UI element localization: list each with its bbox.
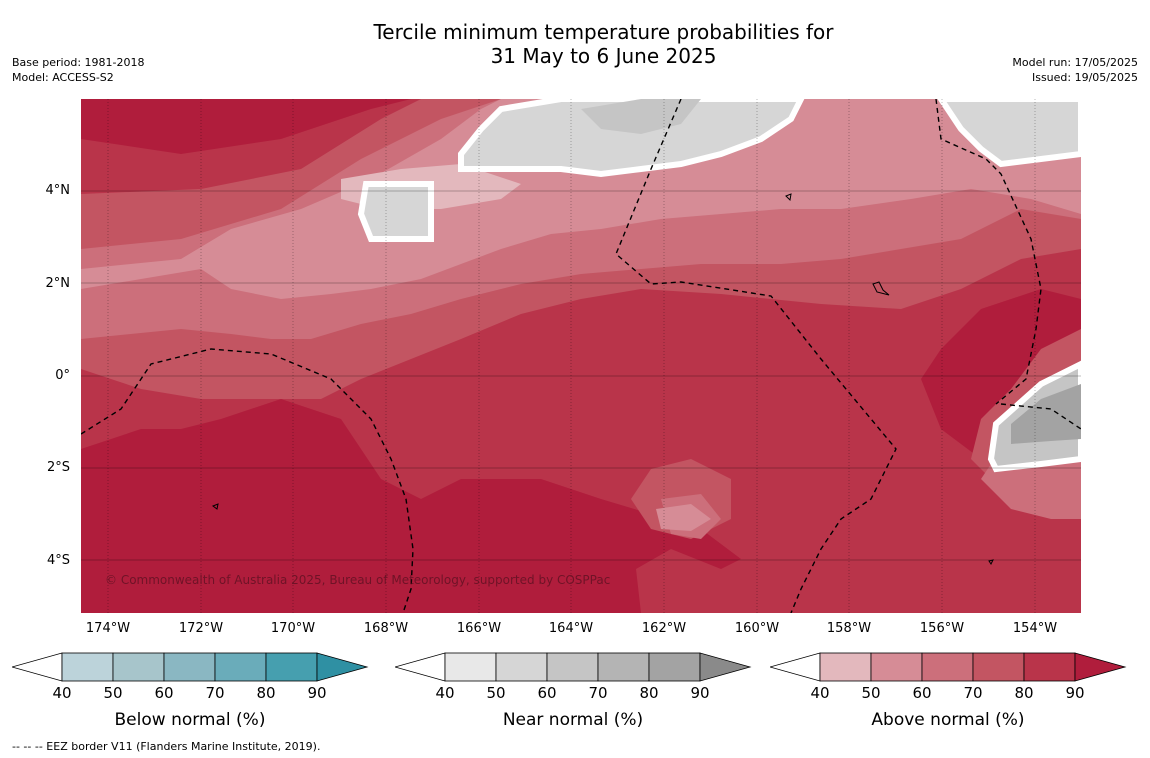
above-normal-colorbar-tick: 50 — [861, 684, 881, 702]
above-normal-colorbar-segment — [870, 652, 923, 682]
region-near-normal-ne — [937, 99, 1081, 168]
below-normal-colorbar-max-extend — [316, 652, 369, 682]
region-above-50-south — [656, 504, 711, 531]
probability-map — [81, 99, 1081, 613]
lon-label-166w: 166°W — [456, 621, 502, 636]
above-normal-colorbar-tick: 80 — [1014, 684, 1034, 702]
below-normal-colorbar-segment — [61, 652, 114, 682]
lat-label-2n: 2°N — [45, 276, 71, 291]
below-normal-colorbar-tick: 90 — [307, 684, 327, 702]
map-canvas — [81, 99, 1081, 613]
below-normal-colorbar-min-extend — [12, 652, 63, 682]
below-normal-colorbar-segment — [265, 652, 318, 682]
model-run-text: Model run: 17/05/2025 — [1012, 56, 1138, 69]
above-normal-colorbar-segment — [1023, 652, 1076, 682]
below-normal-colorbar-segment — [163, 652, 216, 682]
near-normal-colorbar-segment — [648, 652, 701, 682]
region-near-normal-north-dark — [581, 99, 701, 134]
above-normal-colorbar — [770, 652, 1127, 682]
below-normal-colorbar-title: Below normal (%) — [114, 710, 266, 730]
near-normal-colorbar-tick: 70 — [588, 684, 608, 702]
near-normal-colorbar-tick: 90 — [690, 684, 710, 702]
near-normal-colorbar-tick: 50 — [486, 684, 506, 702]
copyright-notice: © Commonwealth of Australia 2025, Bureau… — [105, 573, 611, 587]
region-near-normal-north — [458, 99, 805, 178]
lat-label-4s: 4°S — [46, 553, 70, 568]
lon-label-170w: 170°W — [270, 621, 316, 636]
region-near-normal-small — [357, 181, 434, 242]
lon-label-168w: 168°W — [363, 621, 409, 636]
above-normal-colorbar-tick: 60 — [912, 684, 932, 702]
near-normal-colorbar-tick: 80 — [639, 684, 659, 702]
eez-footnote: -- -- -- EEZ border V11 (Flanders Marine… — [12, 740, 321, 753]
above-normal-colorbar-tick: 40 — [810, 684, 830, 702]
above-normal-colorbar-max-extend — [1074, 652, 1127, 682]
below-normal-colorbar-segment — [214, 652, 267, 682]
lon-label-158w: 158°W — [826, 621, 872, 636]
graticule — [81, 99, 1081, 613]
near-normal-colorbar-tick: 60 — [537, 684, 557, 702]
near-normal-colorbar-segment — [546, 652, 599, 682]
below-normal-colorbar — [12, 652, 369, 682]
near-normal-colorbar-min-extend — [395, 652, 446, 682]
above-normal-colorbar-min-extend — [770, 652, 821, 682]
near-normal-colorbar-segment — [495, 652, 548, 682]
region-above-50 — [81, 99, 1081, 299]
lon-label-174w: 174°W — [85, 621, 131, 636]
lon-label-172w: 172°W — [178, 621, 224, 636]
near-normal-colorbar-title: Near normal (%) — [502, 710, 644, 730]
above-normal-colorbar-tick: 70 — [963, 684, 983, 702]
region-near-normal-east-dark — [1011, 384, 1081, 444]
lon-label-164w: 164°W — [548, 621, 594, 636]
above-normal-colorbar-segment — [921, 652, 974, 682]
lon-label-160w: 160°W — [734, 621, 780, 636]
map-title: Tercile minimum temperature probabilitie… — [373, 20, 834, 68]
above-normal-colorbar-tick: 90 — [1065, 684, 1085, 702]
above-normal-colorbar-title: Above normal (%) — [871, 710, 1025, 730]
lat-label-2s: 2°S — [46, 460, 70, 475]
meta-right: Model run: 17/05/2025 Issued: 19/05/2025 — [1012, 55, 1138, 85]
below-normal-colorbar-tick: 80 — [256, 684, 276, 702]
near-normal-colorbar-segment — [597, 652, 650, 682]
below-normal-colorbar-tick: 50 — [103, 684, 123, 702]
issued-text: Issued: 19/05/2025 — [1031, 71, 1138, 84]
above-normal-colorbar-segment — [819, 652, 872, 682]
lon-label-162w: 162°W — [641, 621, 687, 636]
below-normal-colorbar-tick: 70 — [205, 684, 225, 702]
model-text: Model: ACCESS-S2 — [12, 71, 114, 84]
near-normal-colorbar-tick: 40 — [435, 684, 455, 702]
meta-left: Base period: 1981-2018 Model: ACCESS-S2 — [12, 55, 144, 85]
lon-label-154w: 154°W — [1012, 621, 1058, 636]
base-period-text: Base period: 1981-2018 — [12, 56, 145, 69]
lat-label-4n: 4°N — [45, 183, 71, 198]
lon-label-156w: 156°W — [919, 621, 965, 636]
near-normal-colorbar-max-extend — [699, 652, 752, 682]
near-normal-colorbar-segment — [444, 652, 497, 682]
eez-borders — [81, 99, 1081, 613]
below-normal-colorbar-tick: 60 — [154, 684, 174, 702]
below-normal-colorbar-segment — [112, 652, 165, 682]
islands — [211, 193, 994, 565]
near-normal-colorbar — [395, 652, 752, 682]
below-normal-colorbar-tick: 40 — [52, 684, 72, 702]
above-normal-colorbar-segment — [972, 652, 1025, 682]
lat-label-0: 0° — [55, 368, 70, 383]
